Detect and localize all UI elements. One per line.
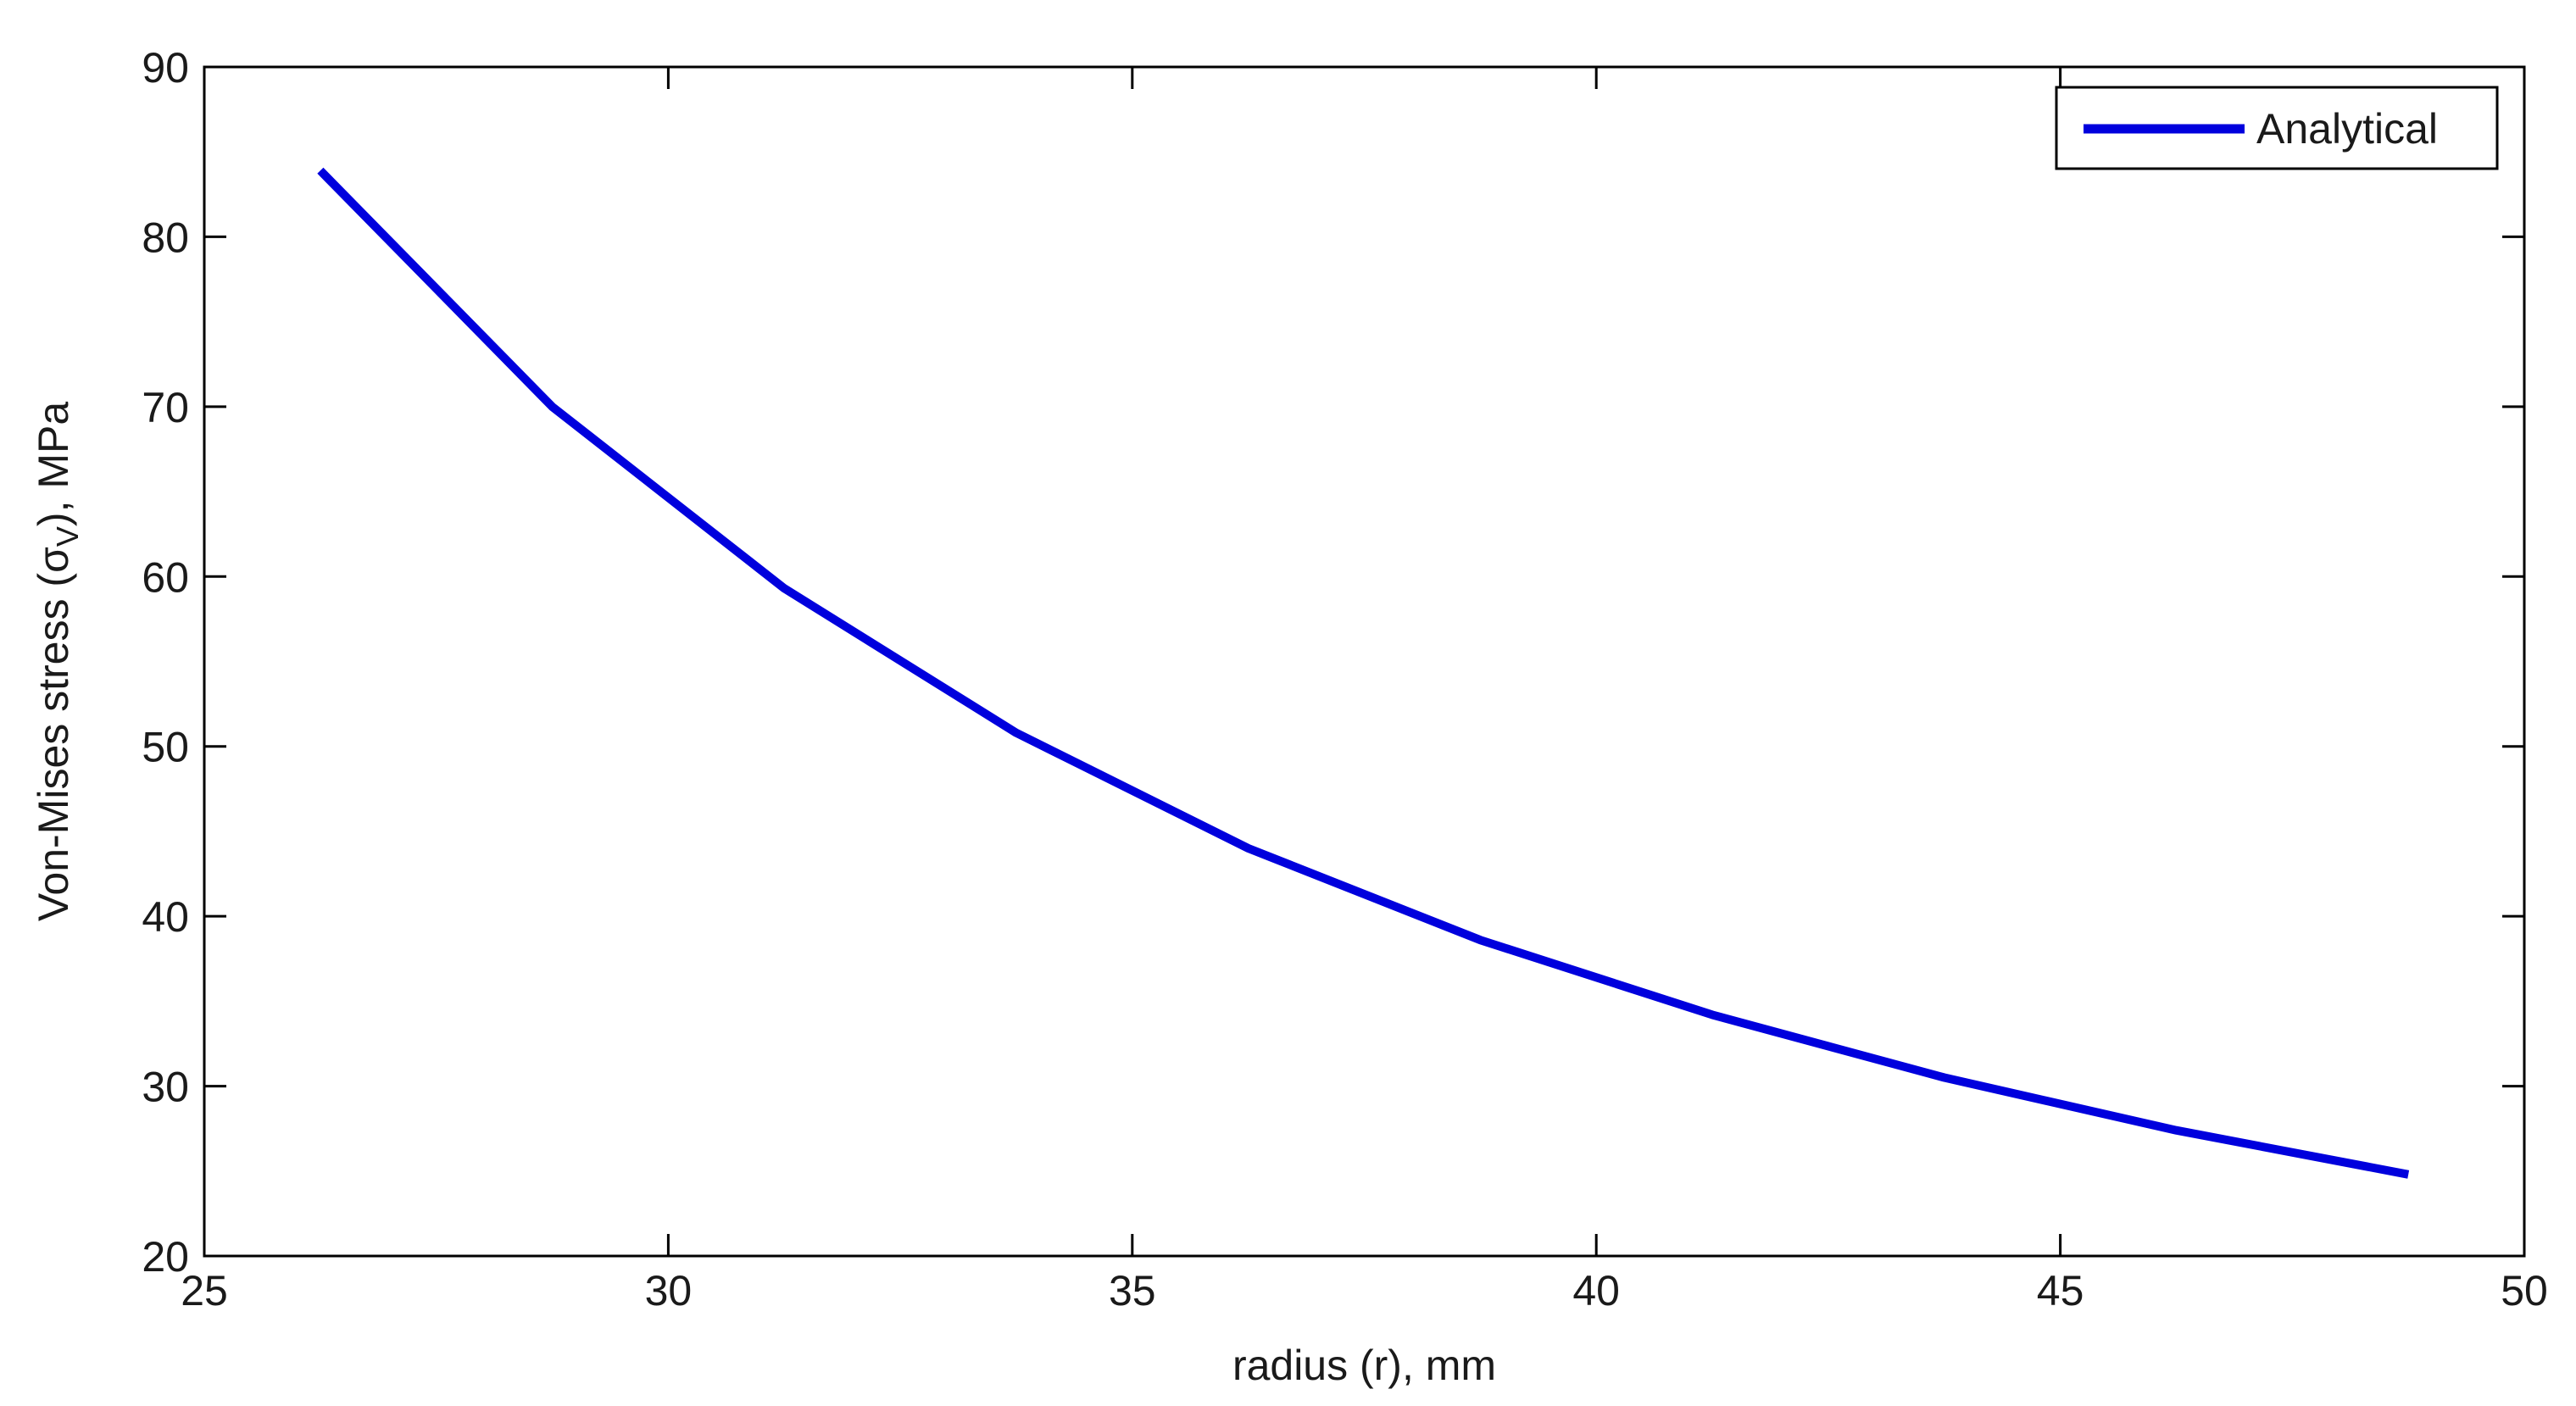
x-tick-label: 45 — [2037, 1267, 2084, 1314]
y-tick-label: 40 — [142, 893, 189, 941]
x-tick-label: 30 — [645, 1267, 693, 1314]
y-tick-label: 80 — [142, 214, 189, 261]
x-tick-label: 40 — [1572, 1267, 1620, 1314]
x-tick-label: 35 — [1109, 1267, 1156, 1314]
y-tick-label: 90 — [142, 44, 189, 92]
y-tick-label: 60 — [142, 553, 189, 601]
y-tick-label: 70 — [142, 384, 189, 431]
y-axis-ticks: 20 30 40 50 60 70 80 90 — [142, 44, 2524, 1281]
y-axis-label-unit: ), MPa — [30, 402, 77, 526]
y-tick-label: 30 — [142, 1064, 189, 1111]
legend-label-analytical: Analytical — [2256, 105, 2438, 153]
x-tick-label: 50 — [2501, 1267, 2548, 1314]
x-tick-label: 25 — [181, 1267, 228, 1314]
legend: Analytical — [2055, 86, 2499, 170]
y-axis-label: Von-Mises stress (σV), MPa — [30, 402, 85, 922]
series-line-analytical — [317, 167, 2410, 1179]
y-axis-label-main: Von-Mises stress (σ — [30, 547, 77, 921]
series-layer — [317, 167, 2410, 1179]
y-tick-label: 50 — [142, 724, 189, 771]
y-axis-label-subscript: V — [50, 526, 85, 547]
y-tick-label: 20 — [142, 1233, 189, 1281]
plot-area-frame — [203, 65, 2526, 1258]
x-axis-ticks: 25 30 35 40 45 50 — [181, 67, 2548, 1314]
x-axis-label: radius (r), mm — [1232, 1342, 1496, 1389]
